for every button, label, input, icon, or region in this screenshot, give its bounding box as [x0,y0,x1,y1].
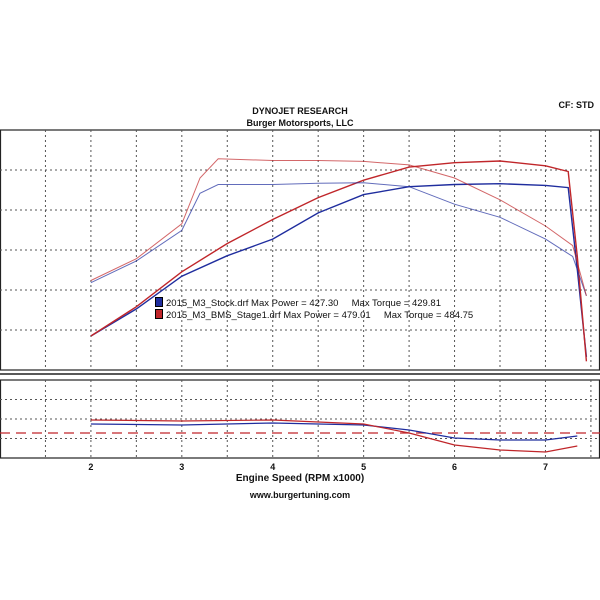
legend-torque-stock: 429.81 [411,298,441,309]
x-tick-label: 5 [361,462,366,472]
legend-entry-stage1: 2015_M3_BMS_Stage1.drf Max Power = 479.0… [155,309,473,321]
legend-power-stage1: 479.01 [341,310,371,321]
legend-swatch-stock [155,297,163,307]
series-line-stock-torque [90,182,587,296]
legend-power-label-stock: Max Power = [251,298,307,309]
x-tick-label: 3 [179,462,184,472]
lower-trace-stage1 [90,419,578,453]
series-line-stage1-torque [90,158,587,296]
x-tick-label: 6 [452,462,457,472]
x-tick-label: 7 [543,462,548,472]
x-tick-label: 2 [88,462,93,472]
legend-entry-stock: 2015_M3_Stock.drf Max Power = 427.30 Max… [155,297,441,309]
chart-title: DYNOJET RESEARCH [252,106,348,116]
legend-power-label-stage1: Max Power = [283,310,339,321]
correction-factor-label: CF: STD [558,100,595,110]
legend-torque-label-stage1: Max Torque = [383,310,442,321]
legend-torque-label-stock: Max Torque = [351,298,410,309]
x-tick-label: 4 [270,462,275,472]
legend-name-stock: 2015_M3_Stock.drf [166,298,249,309]
legend-torque-stage1: 484.75 [444,310,474,321]
legend-name-stage1: 2015_M3_BMS_Stage1.drf [166,310,281,321]
series-line-stage1-power [90,160,588,362]
legend-swatch-stage1 [155,309,163,319]
lower-trace-stock [90,422,578,441]
x-axis-label: Engine Speed (RPM x1000) [235,473,365,484]
footer-url: www.burgertuning.com [249,490,351,500]
chart-subtitle: Burger Motorsports, LLC [246,118,354,128]
legend-power-stock: 427.30 [309,298,339,309]
series-line-stock-power [90,182,588,357]
